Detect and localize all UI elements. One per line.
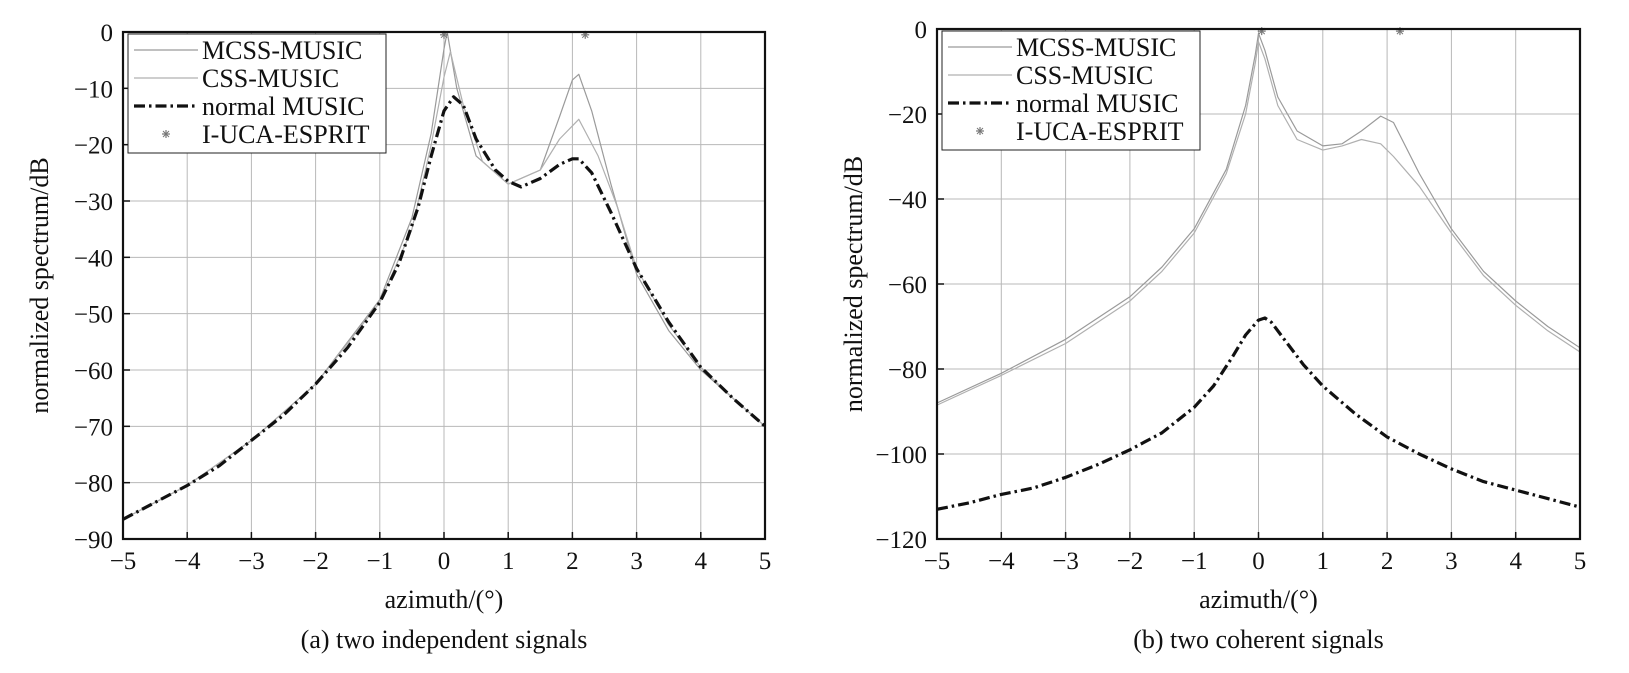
y-axis-label: normalized spectrum/dB xyxy=(25,157,54,413)
x-tick-label: −5 xyxy=(924,548,951,575)
x-tick-label: 3 xyxy=(630,548,643,575)
series-line-css-music xyxy=(123,51,765,520)
x-tick-label: −1 xyxy=(1181,548,1208,575)
x-tick-label: 4 xyxy=(695,548,708,575)
y-tick-label: −50 xyxy=(74,302,113,329)
legend-label-css-music: CSS-MUSIC xyxy=(1016,61,1153,90)
x-tick-label: 1 xyxy=(502,548,515,575)
x-tick-label: 0 xyxy=(438,548,451,575)
x-tick-label: 2 xyxy=(1381,548,1394,575)
chart-independent-signals: −5 −4 −3 −2 −1 0 1 2 3 4 50−10−20−30−40−50−60−70−8… xyxy=(25,20,771,654)
y-tick-label: −60 xyxy=(74,358,113,385)
y-tick-label: 0 xyxy=(101,20,114,47)
legend-label-css-music: CSS-MUSIC xyxy=(202,64,339,93)
x-tick-label: −4 xyxy=(174,548,201,575)
x-tick-label: 1 xyxy=(1317,548,1330,575)
legend-box xyxy=(127,33,387,154)
y-tick-label: −120 xyxy=(875,527,927,554)
x-tick-label: 5 xyxy=(1574,548,1587,575)
legend-marker-i-uca-esprit xyxy=(976,127,984,135)
series-line-normal-music xyxy=(123,95,765,521)
y-tick-label: 0 xyxy=(915,17,928,44)
chart-caption: (b) two coherent signals xyxy=(1133,625,1384,654)
legend-marker-i-uca-esprit xyxy=(162,130,170,138)
y-tick-label: −20 xyxy=(74,133,113,160)
x-tick-label: 4 xyxy=(1509,548,1522,575)
x-tick-label: 3 xyxy=(1445,548,1458,575)
x-tick-label: 2 xyxy=(566,548,579,575)
x-tick-label: −3 xyxy=(238,548,265,575)
y-tick-label: −30 xyxy=(74,189,113,216)
legend-label-normal-music: normal MUSIC xyxy=(202,92,365,121)
legend-box xyxy=(941,30,1201,151)
x-tick-label: −2 xyxy=(302,548,329,575)
y-tick-label: −60 xyxy=(888,272,927,299)
x-tick-label: 0 xyxy=(1252,548,1265,575)
x-tick-label: −1 xyxy=(366,548,393,575)
legend-label-mcss-music: MCSS-MUSIC xyxy=(202,36,362,65)
y-tick-label: −70 xyxy=(74,414,113,441)
y-axis-label: normalized spectrum/dB xyxy=(839,156,868,412)
legend-label-normal-music: normal MUSIC xyxy=(1016,89,1179,118)
legend-label-i-uca-esprit: I-UCA-ESPRIT xyxy=(202,120,370,149)
y-tick-label: −80 xyxy=(888,357,927,384)
y-tick-label: −80 xyxy=(74,471,113,498)
y-tick-label: −40 xyxy=(74,245,113,272)
x-tick-label: −3 xyxy=(1052,548,1079,575)
series-line-css-music xyxy=(937,41,1580,406)
legend-label-mcss-music: MCSS-MUSIC xyxy=(1016,33,1176,62)
series-line-normal-music xyxy=(937,316,1580,511)
x-tick-label: 5 xyxy=(759,548,772,575)
y-tick-label: −100 xyxy=(875,442,927,469)
chart-coherent-signals: −5 −4 −3 −2 −1 0 1 2 3 4 5 0 −20 −40 −60 −80 −100 −120 azi… xyxy=(839,17,1586,654)
y-tick-label: −90 xyxy=(74,527,113,554)
x-tick-label: −5 xyxy=(110,548,137,575)
y-tick-label: −40 xyxy=(888,187,927,214)
x-axis-label: azimuth/(°) xyxy=(1199,585,1318,614)
x-axis-label: azimuth/(°) xyxy=(385,585,504,614)
y-tick-label: −10 xyxy=(74,76,113,103)
y-tick-label: −20 xyxy=(888,102,927,129)
series-line-mcss-music xyxy=(937,32,1580,404)
legend-label-i-uca-esprit: I-UCA-ESPRIT xyxy=(1016,117,1184,146)
x-tick-label: −4 xyxy=(988,548,1015,575)
chart-caption: (a) two independent signals xyxy=(301,625,588,654)
x-tick-label: −2 xyxy=(1117,548,1144,575)
